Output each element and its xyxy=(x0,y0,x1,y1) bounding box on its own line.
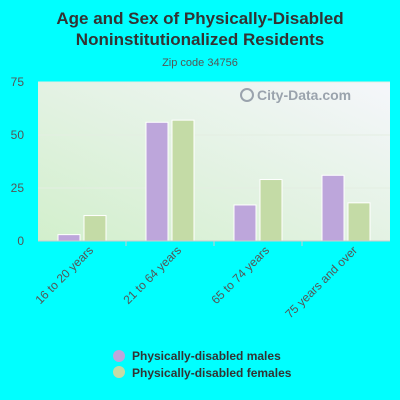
x-tick-label-3: 75 years and over xyxy=(282,243,360,321)
bar-females-1 xyxy=(171,119,195,242)
magnifier-icon xyxy=(240,88,254,102)
bar-males-0 xyxy=(57,234,81,242)
bar-females-3 xyxy=(347,202,371,242)
watermark: City-Data.com xyxy=(240,87,351,103)
bar-females-2 xyxy=(259,179,283,242)
bar-males-2 xyxy=(233,204,257,242)
legend-label-females: Physically-disabled females xyxy=(132,366,292,380)
legend-label-males: Physically-disabled males xyxy=(132,349,281,363)
x-tick-label-0: 16 to 20 years xyxy=(32,243,96,307)
bars xyxy=(57,119,371,242)
y-tick-label-50: 50 xyxy=(11,128,25,142)
x-tick-label-1: 21 to 64 years xyxy=(120,243,184,307)
x-tick-label-2: 65 to 74 years xyxy=(208,243,272,307)
legend: Physically-disabled males Physically-dis… xyxy=(113,349,292,380)
chart-subtitle: Zip code 34756 xyxy=(162,57,238,69)
legend-swatch-males xyxy=(113,350,125,362)
y-tick-label-0: 0 xyxy=(17,234,24,248)
bar-females-0 xyxy=(83,215,107,242)
y-tick-label-25: 25 xyxy=(11,181,25,195)
chart-title-line-1: Age and Sex of Physically-Disabled xyxy=(56,9,343,28)
bar-males-3 xyxy=(321,174,345,242)
chart-title-line-2: Noninstitutionalized Residents xyxy=(76,30,324,49)
y-axis-ticks: 0 25 50 75 xyxy=(11,75,25,248)
watermark-text: City-Data.com xyxy=(257,87,351,103)
x-axis-ticks: 16 to 20 years 21 to 64 years 65 to 74 yea… xyxy=(32,241,360,321)
y-tick-label-75: 75 xyxy=(11,75,25,89)
bar-males-1 xyxy=(145,121,169,242)
legend-swatch-females xyxy=(113,366,125,378)
